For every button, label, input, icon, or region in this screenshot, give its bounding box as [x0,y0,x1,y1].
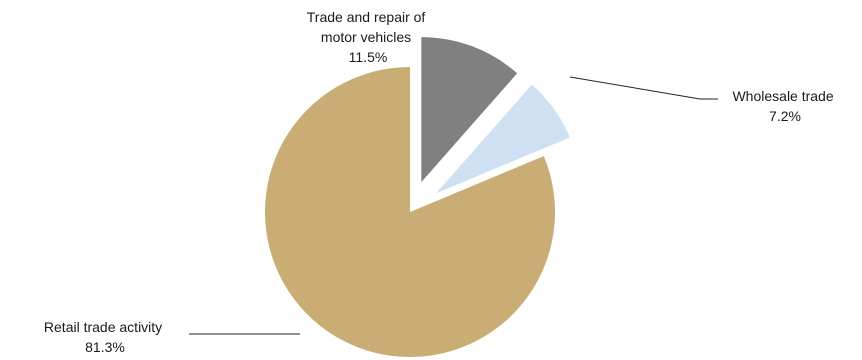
slice-value-wholesale: 7.2% [769,108,801,124]
slice-label-motor-vehicles-line1: Trade and repair of [307,9,426,25]
slice-label-retail: Retail trade activity 81.3% [44,319,166,355]
slice-label-wholesale: Wholesale trade 7.2% [732,88,837,124]
leader-line-wholesale [569,76,718,100]
pie-slice-wholesale [436,84,570,194]
pie-slice-motor-vehicles [421,37,518,183]
slice-value-retail: 81.3% [85,339,125,355]
slice-label-motor-vehicles-line2: motor vehicles [321,29,411,45]
pie-slice-retail [264,67,555,358]
slice-label-motor-vehicles: Trade and repair of motor vehicles 11.5% [307,9,429,65]
pie-slices [264,37,570,358]
slice-value-motor-vehicles: 11.5% [349,49,388,65]
slice-label-wholesale-line1: Wholesale trade [732,88,833,104]
slice-label-retail-line1: Retail trade activity [44,319,162,335]
